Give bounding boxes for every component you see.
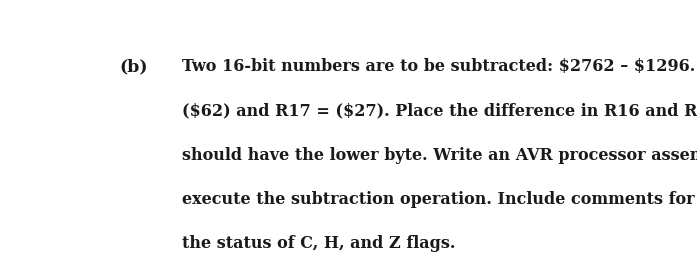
Text: (b): (b) bbox=[120, 58, 148, 75]
Text: Two 16-bit numbers are to be subtracted: \$2762 – \$1296. Assume R16 =: Two 16-bit numbers are to be subtracted:… bbox=[182, 58, 697, 75]
Text: execute the subtraction operation. Include comments for each line and also: execute the subtraction operation. Inclu… bbox=[182, 191, 697, 208]
Text: the status of C, H, and Z flags.: the status of C, H, and Z flags. bbox=[182, 235, 455, 252]
Text: (\$62) and R17 = (\$27). Place the difference in R16 and R17 where R16: (\$62) and R17 = (\$27). Place the diffe… bbox=[182, 102, 697, 119]
Text: should have the lower byte. Write an AVR processor assembly program to: should have the lower byte. Write an AVR… bbox=[182, 147, 697, 164]
